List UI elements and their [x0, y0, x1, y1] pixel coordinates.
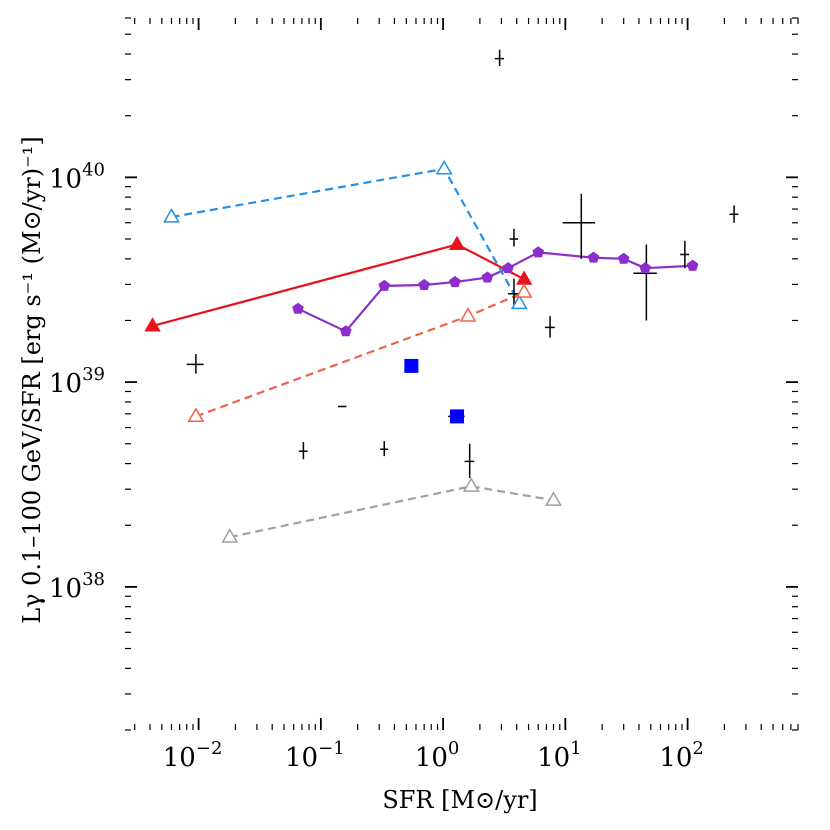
ticks-layer [125, 17, 799, 731]
pentagon-marker [292, 302, 304, 314]
open-triangle-marker [459, 307, 477, 322]
open-triangle-marker [545, 491, 562, 506]
pentagon-marker [449, 275, 461, 288]
square-marker [404, 358, 419, 373]
pentagon-marker [617, 252, 630, 264]
x-tick-label: 10−1 [285, 738, 345, 773]
open-triangle-marker [163, 208, 180, 223]
pentagon-marker [639, 262, 652, 274]
y-axis-label: Lγ 0.1–100 GeV/SFR [erg s⁻¹ (M⊙/yr)⁻¹] [18, 136, 46, 624]
x-tick-label-exponent: −2 [196, 738, 223, 759]
x-tick-label-exponent: 2 [692, 738, 703, 759]
x-tick-label-exponent: 0 [448, 738, 459, 759]
open-triangle-marker [515, 283, 533, 298]
y-tick-label-exponent: 38 [82, 569, 105, 590]
open-triangle-marker [435, 159, 453, 175]
pentagon-marker [502, 262, 514, 274]
pentagon-marker [339, 325, 352, 337]
pentagon-marker [481, 271, 494, 283]
pentagon-marker [587, 251, 600, 263]
open-triangle-marker [187, 407, 205, 423]
x-tick-label-exponent: 1 [570, 738, 581, 759]
x-axis-label: SFR [M⊙/yr] [382, 786, 537, 814]
open-triangle-marker [510, 294, 528, 310]
pentagon-marker [532, 246, 545, 258]
filled-triangle-marker [144, 317, 161, 332]
y-tick-label-exponent: 40 [82, 159, 105, 180]
pentagon-marker [418, 278, 430, 290]
y-tick-label: 1038 [49, 569, 105, 604]
open-triangle-marker [462, 477, 480, 492]
square-marker [450, 409, 465, 424]
filled-triangle-marker [448, 235, 466, 250]
y-tick-label-exponent: 39 [82, 364, 105, 385]
open-triangle-marker [221, 528, 239, 543]
pentagon-marker [378, 279, 391, 291]
x-tick-label-exponent: −1 [318, 738, 345, 759]
pentagon-marker [686, 259, 699, 271]
marker-layer [144, 159, 699, 543]
series-dashed-line [229, 485, 554, 539]
